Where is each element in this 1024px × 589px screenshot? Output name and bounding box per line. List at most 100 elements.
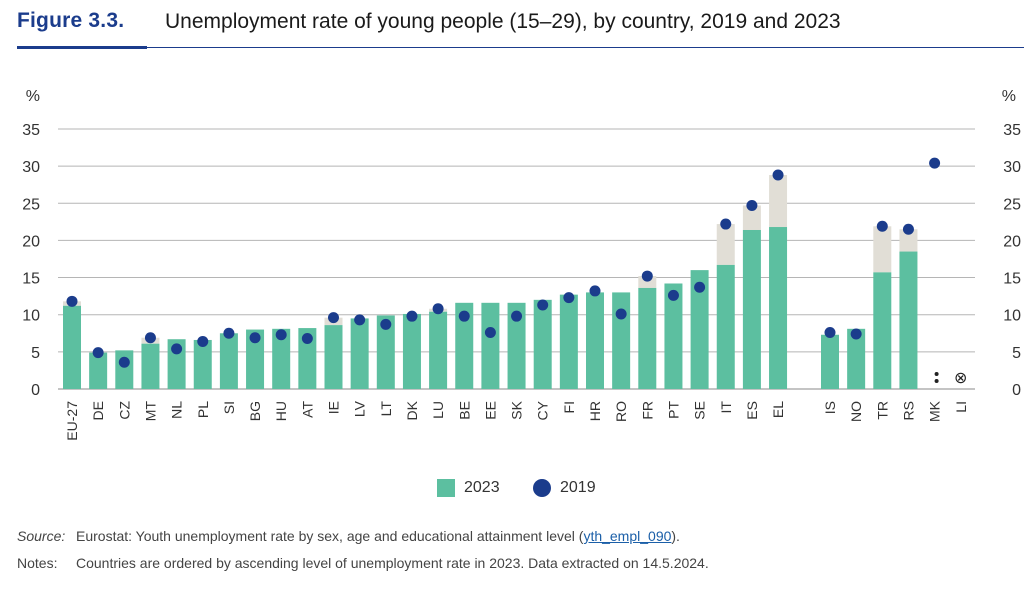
x-tick-lv: LV — [352, 400, 368, 417]
bar-2023-rs — [899, 251, 918, 389]
bar-2023-no — [847, 328, 866, 389]
source-line: Source: Eurostat: Youth unemployment rate… — [17, 528, 680, 544]
x-tick-eu-27: EU-27 — [64, 401, 80, 441]
x-tick-tr: TR — [874, 401, 890, 420]
dot-2019-lv — [354, 314, 366, 326]
dot-2019-it — [720, 218, 732, 230]
x-tick-cz: CZ — [116, 401, 132, 420]
legend-bar-label: 2023 — [464, 479, 500, 496]
bar-2023-be — [455, 302, 474, 389]
header-rule-thick — [17, 46, 147, 49]
x-tick-de: DE — [90, 401, 106, 420]
dot-2019-mt — [144, 332, 156, 344]
y-tick-right-15: 15 — [1003, 271, 1021, 288]
dot-2019-tr — [876, 220, 888, 232]
bar-2023-de — [89, 352, 108, 389]
dot-2019-nl — [171, 343, 183, 355]
x-tick-es: ES — [744, 401, 760, 420]
x-tick-si: SI — [221, 401, 237, 414]
bar-2023-at — [298, 328, 317, 389]
x-tick-no: NO — [848, 401, 864, 422]
source-label: Source: — [17, 528, 66, 544]
bar-2023-ro — [612, 292, 631, 389]
gap-band-el — [769, 175, 788, 228]
y-tick-right-0: 0 — [1012, 382, 1021, 399]
legend-dot-swatch — [533, 479, 551, 497]
y-tick-left-30: 30 — [22, 159, 40, 176]
gap-band-tr — [873, 226, 892, 273]
gap-band-it — [716, 224, 735, 265]
bar-2023-tr — [873, 272, 892, 389]
dot-2019-ie — [328, 312, 339, 324]
x-tick-pt: PT — [665, 401, 681, 419]
x-tick-nl: NL — [169, 401, 185, 419]
y-tick-right-5: 5 — [1012, 345, 1021, 362]
y-tick-right-10: 10 — [1003, 308, 1021, 325]
x-tick-it: IT — [718, 401, 734, 414]
x-tick-li: LI — [953, 401, 969, 413]
notes-text: Countries are ordered by ascending level… — [76, 555, 709, 571]
x-tick-ro: RO — [613, 401, 629, 422]
legend-bar-swatch — [437, 479, 455, 497]
x-tick-dk: DK — [404, 400, 420, 420]
legend-dot-label: 2019 — [560, 479, 596, 496]
source-text: Eurostat: Youth unemployment rate by sex… — [76, 528, 584, 544]
mark-special-li: ⊗ — [954, 368, 967, 387]
legend-item-2023: 2023 — [437, 479, 500, 497]
bar-2023-sk — [507, 302, 526, 389]
x-tick-at: AT — [299, 401, 315, 418]
bar-2023-fr — [638, 287, 657, 389]
x-tick-pl: PL — [195, 401, 211, 418]
bar-2023-se — [690, 270, 709, 389]
gap-band-es — [742, 205, 761, 230]
y-tick-left-10: 10 — [22, 308, 40, 325]
dot-2019-fi — [563, 292, 575, 304]
y-tick-right-25: 25 — [1003, 196, 1021, 213]
dot-2019-be — [458, 310, 470, 322]
bar-2023-ie — [324, 325, 343, 389]
bar-2023-lu — [429, 311, 448, 389]
y-tick-left-5: 5 — [31, 345, 40, 362]
bar-2023-is — [821, 334, 839, 389]
dot-2019-es — [746, 199, 758, 211]
dot-2019-is — [824, 327, 836, 339]
figure-title: Unemployment rate of young people (15–29… — [165, 10, 841, 33]
y-unit-right: % — [1002, 88, 1016, 105]
bar-2023-dk — [402, 313, 421, 389]
x-tick-is: IS — [822, 401, 838, 414]
bar-2023-lt — [376, 315, 395, 389]
y-tick-left-15: 15 — [22, 271, 40, 288]
dot-2019-hr — [589, 285, 601, 297]
dot-2019-eu-27 — [66, 295, 78, 307]
bar-2023-el — [769, 227, 788, 389]
x-tick-mk: MK — [927, 400, 943, 422]
dot-2019-hu — [275, 329, 287, 341]
dot-2019-si — [223, 327, 235, 339]
x-tick-se: SE — [692, 401, 708, 420]
bar-2023-fi — [559, 294, 578, 389]
dot-2019-cy — [537, 299, 549, 311]
dot-2019-se — [694, 281, 706, 293]
dot-2019-mk — [929, 157, 941, 169]
y-tick-right-35: 35 — [1003, 122, 1021, 139]
header-rule-thin — [147, 47, 1024, 48]
dot-2019-bg — [249, 332, 261, 344]
source-link[interactable]: yth_empl_090 — [583, 528, 672, 544]
dot-2019-sk — [511, 310, 523, 322]
dot-2019-ro — [615, 308, 627, 320]
dot-2019-lt — [380, 318, 392, 330]
y-tick-left-35: 35 — [22, 122, 40, 139]
gap-band-rs — [899, 229, 918, 252]
bar-2023-pl — [193, 339, 212, 389]
y-tick-left-20: 20 — [22, 233, 40, 250]
bar-2023-hu — [272, 328, 291, 389]
dot-2019-rs — [902, 223, 914, 235]
bar-2023-si — [219, 333, 238, 389]
dot-2019-ee — [484, 327, 496, 339]
dot-2019-pt — [667, 289, 679, 301]
bar-2023-cz — [115, 350, 134, 389]
bar-2023-ee — [481, 302, 500, 389]
notes-line: Notes: Countries are ordered by ascending… — [17, 555, 709, 571]
bar-2023-eu-27 — [63, 305, 81, 389]
bar-2023-cy — [533, 299, 552, 389]
